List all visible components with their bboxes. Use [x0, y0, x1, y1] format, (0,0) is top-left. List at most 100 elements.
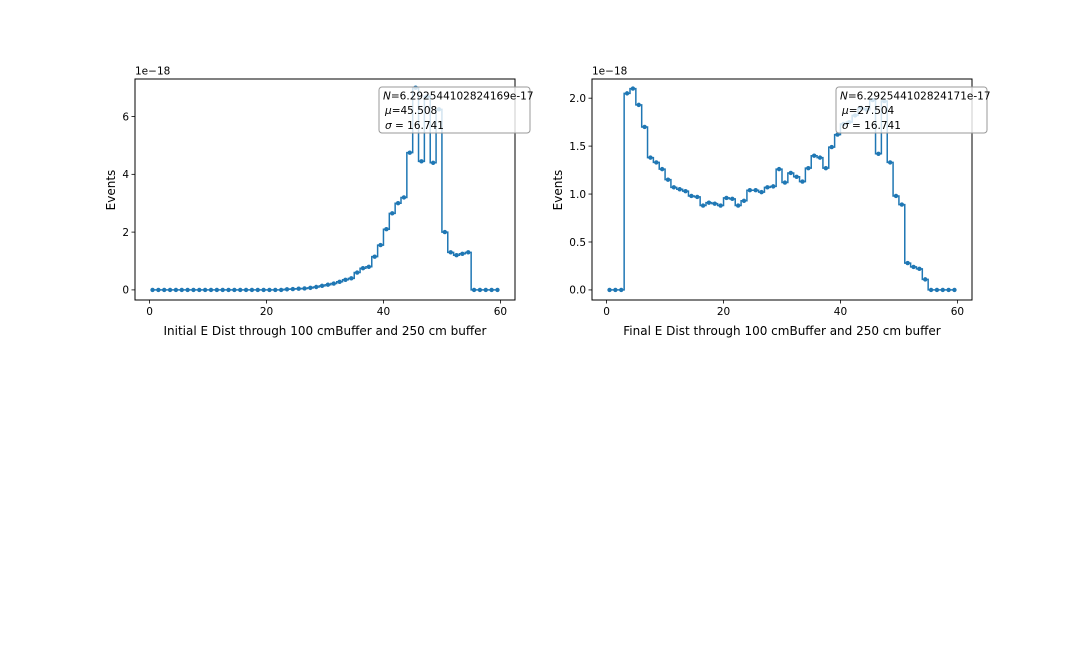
- initial-energy-data-point: [337, 279, 342, 284]
- final-energy-x-tick-label: 20: [717, 306, 730, 318]
- final-energy-data-point: [952, 287, 957, 293]
- final-energy-y-tick-label: 2.0: [569, 93, 586, 105]
- final-energy-data-point: [817, 155, 823, 160]
- initial-energy-data-point: [360, 266, 366, 271]
- initial-energy-data-point: [302, 286, 307, 291]
- initial-energy-data-point: [220, 287, 225, 293]
- final-energy-data-point: [876, 151, 881, 156]
- initial-energy-data-point: [419, 159, 424, 164]
- initial-energy-data-point: [430, 160, 436, 165]
- final-energy-data-point: [905, 260, 910, 266]
- final-energy-data-point: [724, 195, 729, 201]
- initial-energy-data-point: [384, 227, 389, 232]
- final-energy-data-point: [759, 189, 764, 195]
- final-energy-data-point: [788, 170, 793, 176]
- initial-energy-data-point: [255, 287, 260, 293]
- final-energy-plot-frame: [591, 78, 973, 301]
- final-energy-data-point: [677, 187, 682, 192]
- initial-energy-data-point: [495, 287, 500, 293]
- final-energy-ticks: 0 20 40 60 0.0 0.5 1.0 1.5 2.0: [569, 93, 964, 318]
- initial-energy-data-point: [267, 287, 272, 293]
- final-energy-data-point: [917, 266, 922, 272]
- final-energy-data-point: [782, 180, 788, 185]
- final-energy-data-point: [887, 160, 893, 165]
- final-energy-data-point: [928, 287, 934, 293]
- initial-energy-data-point: [372, 254, 377, 259]
- initial-energy-data-point: [290, 286, 296, 292]
- final-energy-data-point: [735, 203, 741, 208]
- initial-energy-data-point: [314, 284, 319, 290]
- final-energy-data-point: [923, 277, 928, 282]
- initial-energy-x-axis-label: Initial E Dist through 100 cmBuffer and …: [164, 324, 487, 338]
- initial-energy-data-point: [197, 287, 202, 293]
- initial-energy-ticks: 0 20 40 60 0 2 4 6: [122, 111, 507, 318]
- final-energy-data-point: [630, 86, 636, 91]
- final-energy-data-point: [648, 155, 653, 160]
- final-energy-data-point: [607, 287, 612, 293]
- initial-energy-n-value: 6.292544102824169e-17: [400, 91, 534, 103]
- final-energy-data-point: [911, 264, 916, 270]
- final-energy-data-point: [794, 174, 799, 179]
- final-energy-data-point: [835, 132, 840, 137]
- initial-energy-legend-sigma: σ = 16.741: [385, 120, 444, 132]
- final-energy-data-point: [718, 203, 723, 208]
- initial-energy-data-point: [173, 287, 179, 293]
- final-energy-data-point: [654, 160, 659, 165]
- initial-energy-data-point: [401, 195, 407, 200]
- final-energy-data-point: [665, 177, 671, 182]
- final-energy-data-point: [776, 166, 782, 172]
- initial-energy-y-tick-label: 2: [122, 227, 129, 239]
- final-energy-y-tick-label: 1.5: [569, 141, 586, 153]
- final-energy-data-point: [899, 202, 905, 207]
- initial-energy-data-point: [261, 287, 266, 293]
- initial-energy-plot-frame: [134, 78, 516, 301]
- final-energy-data-point: [771, 184, 776, 189]
- initial-energy-sigma-value: 16.741: [407, 120, 444, 132]
- final-energy-data-point: [823, 165, 829, 171]
- initial-energy-data-point: [454, 253, 459, 258]
- final-energy-data-point: [636, 102, 641, 108]
- final-energy-x-tick-label: 60: [951, 306, 964, 318]
- initial-energy-data-point: [325, 282, 331, 287]
- final-energy-data-point: [829, 144, 834, 150]
- initial-energy-data-point: [308, 285, 313, 291]
- initial-energy-data-point: [349, 276, 354, 281]
- initial-energy-data-point: [489, 287, 494, 293]
- initial-energy-data-point: [448, 250, 453, 255]
- final-energy-data-point: [893, 193, 899, 199]
- initial-energy-y-axis-label: Events: [104, 170, 118, 211]
- initial-energy-data-point: [226, 287, 231, 293]
- final-energy-data-point: [940, 287, 945, 293]
- initial-energy-y-tick-label: 0: [122, 285, 129, 297]
- final-energy-x-tick-label: 40: [834, 306, 847, 318]
- initial-energy-data-point: [156, 287, 161, 293]
- final-energy-data-point: [689, 193, 694, 199]
- final-energy-data-point: [800, 179, 805, 184]
- initial-energy-legend-n: N=6.292544102824169e-17: [383, 91, 534, 103]
- final-energy-data-point: [695, 194, 700, 200]
- final-energy-sigma-value: 16.741: [864, 120, 901, 132]
- final-energy-mu-value: 27.504: [858, 105, 895, 117]
- initial-energy-x-tick-label: 40: [377, 306, 390, 318]
- initial-energy-data-point: [390, 211, 395, 216]
- initial-energy-y-tick-label: 6: [122, 111, 129, 123]
- initial-energy-data-point: [378, 242, 383, 248]
- initial-energy-data-point: [296, 286, 301, 291]
- final-energy-marks: [607, 86, 957, 293]
- initial-energy-data-point: [167, 287, 173, 293]
- final-energy-data-point: [811, 153, 817, 158]
- initial-energy-data-point: [273, 287, 278, 293]
- final-energy-data-point: [747, 188, 753, 193]
- initial-energy-data-point: [331, 281, 336, 286]
- final-energy-data-point: [624, 91, 630, 96]
- final-energy-legend-n: N=6.292544102824171e-17: [840, 91, 991, 103]
- initial-energy-data-point: [466, 250, 471, 255]
- initial-energy-x-tick-label: 60: [494, 306, 507, 318]
- final-energy-data-point: [753, 188, 758, 193]
- initial-energy-data-point: [191, 287, 196, 293]
- final-energy-data-point: [671, 185, 677, 190]
- initial-energy-mu-value: 45.508: [401, 105, 438, 117]
- initial-energy-data-point: [471, 287, 477, 293]
- final-energy-legend-box: [835, 86, 988, 134]
